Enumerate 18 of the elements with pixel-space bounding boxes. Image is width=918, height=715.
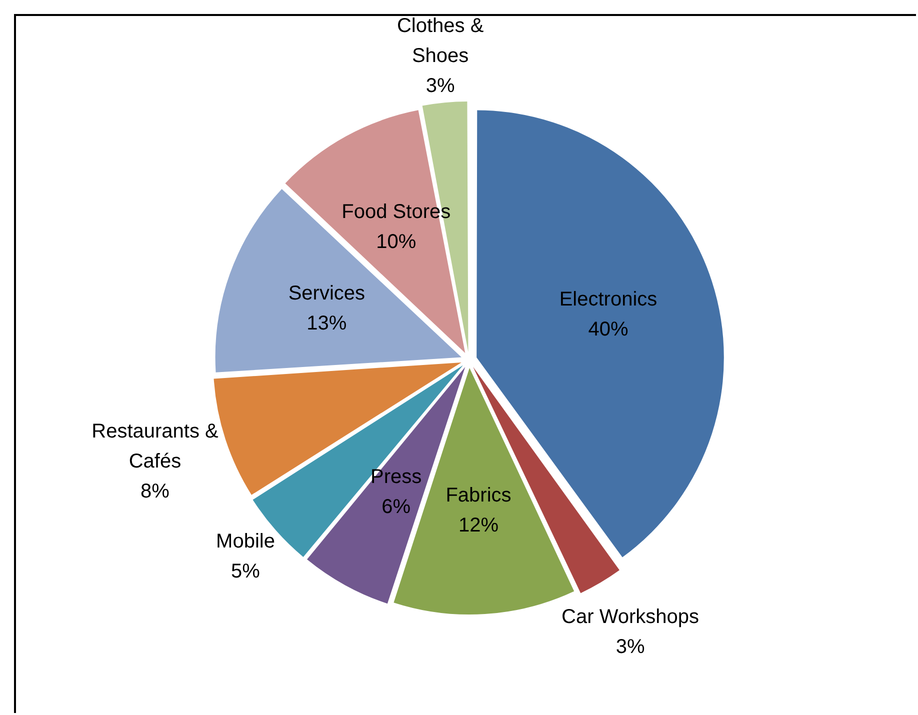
slice-label: Fabrics bbox=[446, 484, 512, 506]
slice-label: Electronics bbox=[559, 288, 658, 310]
slice-label: Press bbox=[370, 466, 422, 488]
data-label: 3% bbox=[426, 74, 455, 97]
slice-label: Car Workshops bbox=[562, 606, 699, 628]
data-label: 6% bbox=[382, 496, 411, 518]
data-label: 8% bbox=[140, 480, 170, 503]
slice-label: Mobile bbox=[216, 530, 275, 553]
slice-label: Food Stores bbox=[342, 200, 451, 223]
data-label: 12% bbox=[458, 514, 499, 536]
slice-label: Restaurants & Cafés bbox=[92, 420, 220, 473]
data-label: 13% bbox=[306, 312, 347, 334]
slice-label: Services bbox=[288, 282, 366, 304]
data-label: 3% bbox=[616, 636, 645, 658]
data-label: 40% bbox=[588, 318, 628, 340]
slice-label: Clothes & Shoes bbox=[396, 14, 484, 67]
data-label: 5% bbox=[231, 560, 260, 583]
data-label: 10% bbox=[376, 230, 416, 253]
